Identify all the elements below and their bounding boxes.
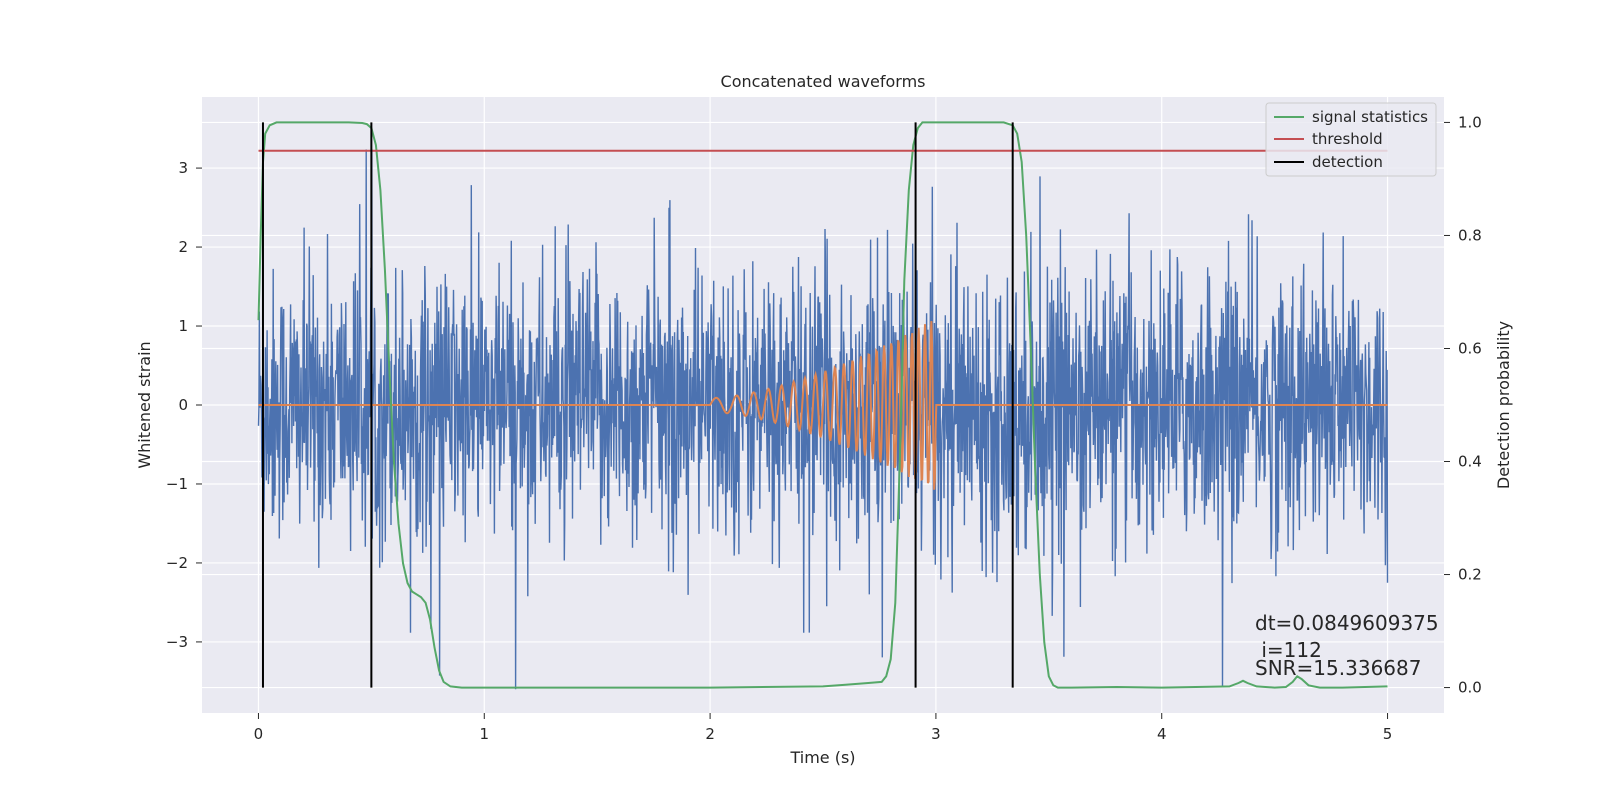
legend-label-threshold: threshold bbox=[1312, 130, 1383, 148]
series-injected-waveform bbox=[258, 321, 1388, 490]
y2-axis-label: Detection probability bbox=[1494, 321, 1513, 489]
y2-tick-label: 0.2 bbox=[1458, 566, 1482, 584]
series-signal-statistics bbox=[257, 121, 1388, 689]
y-tick-label: 3 bbox=[178, 159, 188, 177]
x-tick-label: 2 bbox=[705, 725, 715, 743]
y2-tick-label: 0.8 bbox=[1458, 226, 1482, 244]
chart-title: Concatenated waveforms bbox=[721, 72, 926, 91]
y2-tick-label: 0.4 bbox=[1458, 453, 1482, 471]
y-tick-label: 0 bbox=[178, 396, 188, 414]
annotation: dt=0.0849609375 i=112 SNR=15.336687 bbox=[1255, 611, 1439, 680]
legend: signal statistics threshold detection bbox=[1265, 102, 1437, 177]
legend-label-signal-statistics: signal statistics bbox=[1312, 108, 1428, 126]
series-whitened-strain bbox=[257, 149, 1389, 690]
y2-tick-label: 1.0 bbox=[1458, 113, 1482, 131]
annotation-index: i=112 bbox=[1255, 638, 1322, 662]
y2-tick-label: 0.6 bbox=[1458, 339, 1482, 357]
y-axis-label: Whitened strain bbox=[135, 341, 154, 468]
x-tick-label: 4 bbox=[1157, 725, 1167, 743]
y-tick-label: −2 bbox=[166, 554, 188, 572]
tick-labels: 0 1 2 3 4 5 −3 −2 −1 0 1 2 3 0.0 0.2 0.4 0.6 0.8 1.0 bbox=[166, 113, 1482, 743]
x-tick-label: 1 bbox=[479, 725, 489, 743]
y2-tick-label: 0.0 bbox=[1458, 679, 1482, 697]
y-tick-label: 2 bbox=[178, 238, 188, 256]
plot-content bbox=[257, 121, 1389, 690]
x-axis-label: Time (s) bbox=[789, 748, 855, 767]
x-tick-label: 3 bbox=[931, 725, 941, 743]
y-tick-label: −3 bbox=[166, 633, 188, 651]
legend-box bbox=[1265, 102, 1437, 177]
annotation-snr: SNR=15.336687 bbox=[1255, 656, 1421, 680]
y-tick-label: −1 bbox=[166, 475, 188, 493]
y-tick-label: 1 bbox=[178, 317, 188, 335]
legend-label-detection: detection bbox=[1312, 153, 1383, 171]
annotation-dt: dt=0.0849609375 bbox=[1255, 611, 1439, 635]
x-tick-label: 5 bbox=[1383, 725, 1393, 743]
x-tick-label: 0 bbox=[254, 725, 264, 743]
